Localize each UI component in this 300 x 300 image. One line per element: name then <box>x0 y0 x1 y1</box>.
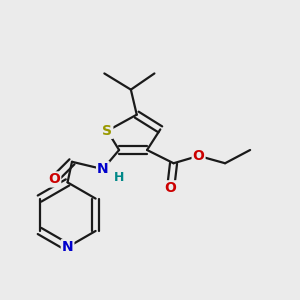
Text: H: H <box>114 171 124 184</box>
Text: N: N <box>97 162 109 176</box>
Text: O: O <box>165 181 176 195</box>
Text: S: S <box>102 124 112 138</box>
Text: N: N <box>62 240 74 254</box>
Text: O: O <box>193 149 205 163</box>
Text: O: O <box>48 172 60 186</box>
